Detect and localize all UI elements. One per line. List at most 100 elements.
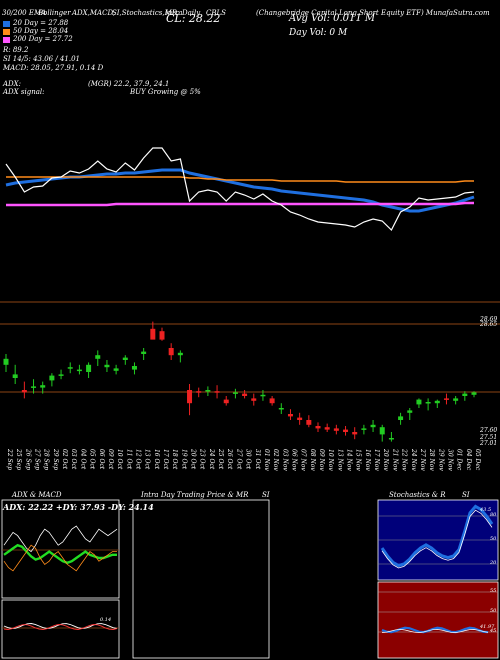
- date-label: 09 Nov: [318, 449, 325, 471]
- date-label: 20 Oct: [190, 448, 197, 470]
- adx-mgr-readout: (MGR) 22.2, 37.9, 24.1: [88, 80, 170, 88]
- date-label: 28 Nov: [428, 448, 435, 471]
- date-label: 23 Oct: [199, 448, 206, 470]
- candle-body: [297, 417, 303, 420]
- legend-ema200-text: 200 Day = 27.72: [13, 35, 73, 43]
- candle-23: [214, 385, 220, 399]
- candle-body: [251, 398, 257, 401]
- candle-body: [214, 391, 220, 393]
- candle-body: [86, 364, 92, 372]
- legend-ema20-swatch: [3, 21, 10, 27]
- candle-body: [21, 390, 27, 393]
- candle-50: [462, 391, 468, 401]
- macd-panel: [1, 599, 120, 659]
- price-label-high-2: 28.65: [480, 321, 498, 328]
- menu-bollinger[interactable]: Bollinger: [38, 9, 71, 17]
- candle-5: [49, 373, 55, 387]
- candle-45: [416, 398, 422, 408]
- date-label: 21 Nov: [391, 448, 398, 471]
- candle-body: [242, 393, 248, 396]
- date-label: 27 Nov: [419, 448, 426, 471]
- menu-intra[interactable]: Intra: [165, 9, 183, 17]
- candle-34: [315, 422, 321, 432]
- legend-ema50-text: 50 Day = 28.04: [13, 27, 69, 35]
- menu-ema[interactable]: 30/200 EMA: [2, 9, 47, 17]
- date-label: 10 Oct: [116, 449, 123, 470]
- date-label: 16 Nov: [364, 449, 371, 471]
- candle-32: [297, 412, 303, 425]
- candle-16: [150, 321, 156, 340]
- si-tick-50: 50: [490, 608, 497, 614]
- price-label-low-3: 27.01: [480, 440, 498, 447]
- candle-body: [352, 432, 358, 435]
- menu-adx-macd[interactable]: ADX,MACD,: [72, 9, 116, 17]
- date-label: 06 Nov: [290, 449, 297, 471]
- candle-body: [49, 375, 55, 381]
- date-label: 18 Oct: [171, 449, 178, 470]
- si-readout: SI 14/5: 43.06 / 41.01: [3, 55, 80, 63]
- candle-body: [159, 331, 165, 340]
- candle-body: [12, 374, 18, 378]
- menu-daily[interactable]: Daily: [182, 9, 201, 17]
- candle-35: [324, 423, 330, 432]
- date-label: 13 Nov: [336, 449, 343, 471]
- candle-28: [260, 390, 266, 401]
- candle-46: [425, 398, 431, 411]
- date-label: 17 Oct: [162, 449, 169, 470]
- candle-body: [113, 368, 119, 371]
- si-tick-45: 45: [490, 628, 497, 634]
- date-label: 02 Oct: [61, 449, 68, 470]
- candle-body: [205, 390, 211, 392]
- macd-value-label: 0.14: [100, 617, 112, 623]
- price-label-high: 28.69: [480, 316, 498, 323]
- candle-body: [462, 393, 468, 396]
- stoch-tick-20: 20: [490, 560, 497, 566]
- price-label-low: 27.60: [480, 427, 498, 434]
- candle-19: [177, 350, 183, 363]
- candle-14: [131, 362, 137, 375]
- candle-43: [398, 412, 404, 425]
- candle-0: [3, 354, 9, 372]
- candle-body: [67, 367, 73, 369]
- candle-body: [150, 328, 156, 340]
- candle-body: [398, 416, 404, 420]
- date-label: 16 Oct: [153, 449, 160, 470]
- adx-signal-value: BUY Growing @ 5%: [130, 88, 201, 96]
- candle-body: [361, 428, 367, 430]
- candle-15: [141, 348, 147, 360]
- candle-body: [471, 392, 477, 395]
- candle-30: [278, 403, 284, 414]
- stoch-title: Stochastics & R: [389, 491, 446, 499]
- stoch-value-label: 43.5: [480, 507, 492, 513]
- date-label: 27 Oct: [235, 448, 242, 470]
- menu-si-stoch[interactable]: SI,Stochastics,MR: [112, 9, 178, 17]
- date-label: 01 Nov: [263, 449, 270, 471]
- candle-body: [269, 398, 275, 404]
- si-signal-line: [381, 629, 489, 633]
- adx-label: ADX:: [3, 80, 22, 88]
- macd-signal-line: [3, 624, 118, 630]
- adx-macd-title: ADX & MACD: [12, 491, 62, 499]
- date-label: 06 Oct: [98, 449, 105, 470]
- candle-29: [269, 396, 275, 406]
- candle-3: [31, 379, 37, 394]
- candle-33: [306, 415, 312, 428]
- stoch-tick-50: 50: [490, 536, 497, 542]
- date-label: 09 Oct: [107, 449, 114, 470]
- candle-body: [379, 427, 385, 435]
- date-label: 25 Oct: [217, 448, 224, 470]
- candle-body: [416, 399, 422, 405]
- candle-body: [407, 410, 413, 413]
- legend-ema200-swatch: [3, 37, 10, 43]
- si-tick-55: 55: [490, 588, 497, 594]
- candle-40: [370, 420, 376, 432]
- date-label: 04 Oct: [79, 449, 86, 470]
- adx-readout: ADX: 22.22 +DY: 37.93 -DY: 24.14: [3, 502, 154, 512]
- intra-panel: [132, 499, 270, 659]
- candle-body: [3, 358, 9, 365]
- date-label: 05 Dec: [474, 449, 481, 471]
- ticker-label: CBLS: [206, 9, 226, 17]
- date-label: 20 Nov: [382, 448, 389, 471]
- candle-body: [95, 355, 101, 359]
